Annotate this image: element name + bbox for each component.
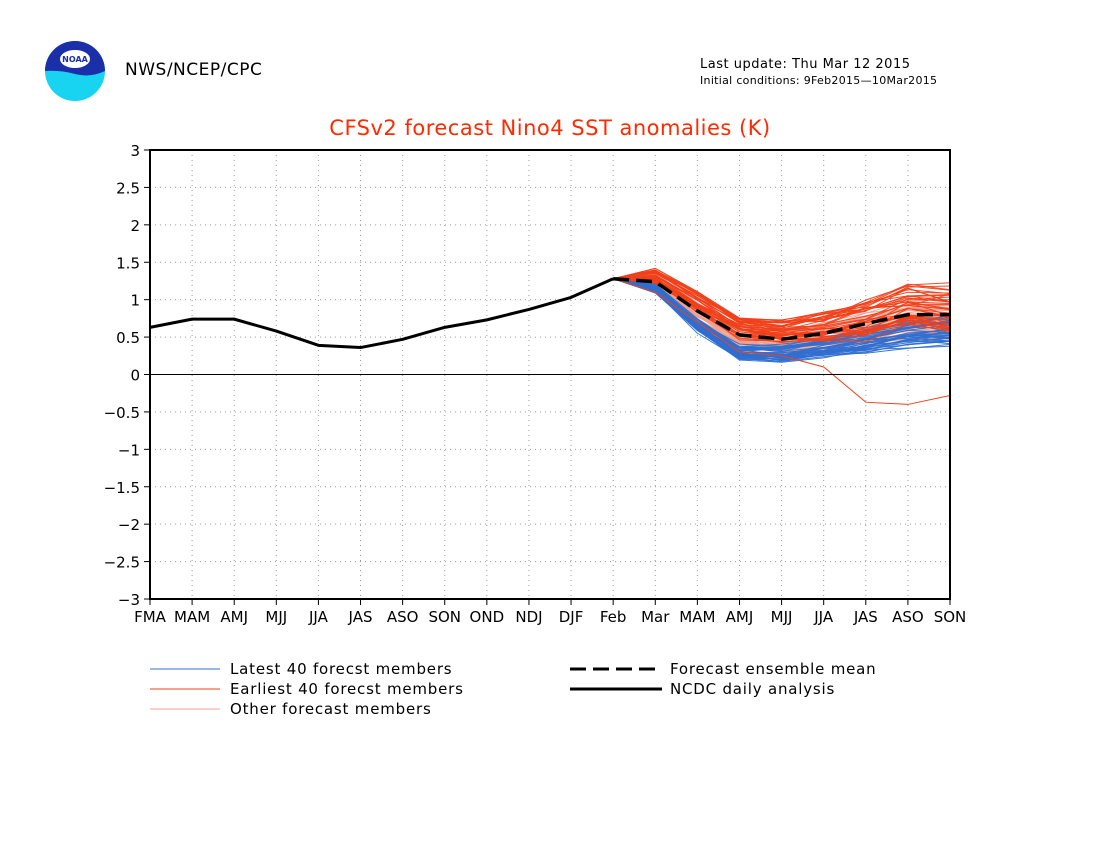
y-tick-label: −2.5 bbox=[104, 554, 140, 572]
latest-member-line bbox=[613, 278, 951, 361]
x-tick-label: ASO bbox=[387, 608, 419, 626]
x-tick-label: SON bbox=[934, 608, 967, 626]
x-tick-label: JAS bbox=[853, 608, 878, 626]
initial-conditions-text: Initial conditions: 9Feb2015—10Mar2015 bbox=[700, 74, 938, 87]
x-tick-label: FMA bbox=[134, 608, 167, 626]
x-tick-label: OND bbox=[470, 608, 505, 626]
x-tick-label: AMJ bbox=[220, 608, 248, 626]
last-update-text: Last update: Thu Mar 12 2015 bbox=[700, 57, 911, 72]
logo-text: NOAA bbox=[62, 55, 88, 64]
latest-member-line bbox=[613, 278, 951, 356]
x-tick-label: MAM bbox=[679, 608, 715, 626]
earliest-member-line bbox=[613, 274, 951, 331]
x-tick-label: JJA bbox=[308, 608, 329, 626]
x-tick-label: Mar bbox=[641, 608, 670, 626]
earliest-member-line bbox=[613, 276, 951, 337]
org-label: NWS/NCEP/CPC bbox=[125, 60, 263, 80]
y-tick-label: −0.5 bbox=[104, 404, 140, 422]
noaa-logo: NOAA bbox=[45, 41, 105, 101]
x-tick-label: DJF bbox=[559, 608, 584, 626]
y-tick-label: −2 bbox=[118, 516, 140, 534]
legend-latest-label: Latest 40 forecst members bbox=[230, 660, 453, 678]
y-tick-label: 0 bbox=[130, 367, 140, 385]
earliest-member-line bbox=[613, 270, 951, 324]
earliest-member-line bbox=[613, 278, 951, 405]
y-tick-labels: −3 −2.5 −2 −1.5 −1 −0.5 0 0.5 1 1.5 2 2.5 3 bbox=[104, 142, 140, 609]
chart-title: CFSv2 forecast Nino4 SST anomalies (K) bbox=[329, 116, 770, 140]
x-tick-label: MJJ bbox=[265, 608, 287, 626]
x-tick-label: JAS bbox=[348, 608, 373, 626]
legend-mean-label: Forecast ensemble mean bbox=[670, 660, 877, 678]
latest-member-line bbox=[613, 278, 951, 352]
x-tick-label: AMJ bbox=[726, 608, 754, 626]
earliest-member-line bbox=[613, 267, 951, 321]
x-tick-label: MJJ bbox=[771, 608, 793, 626]
mean-line bbox=[613, 276, 950, 342]
legend-analysis-label: NCDC daily analysis bbox=[670, 680, 836, 698]
x-tick-label: Feb bbox=[600, 608, 627, 626]
x-tick-label: JJA bbox=[813, 608, 834, 626]
x-tick-labels: FMA MAM AMJ MJJ JJA JAS ASO SON OND NDJ DJF Feb Mar M… bbox=[134, 608, 966, 626]
legend-other-label: Other forecast members bbox=[230, 700, 432, 718]
mean-series bbox=[613, 276, 950, 342]
y-tick-label: −1 bbox=[118, 441, 140, 459]
earliest-member-line bbox=[613, 272, 951, 324]
y-tick-label: 1.5 bbox=[116, 254, 140, 272]
latest-member-line bbox=[613, 278, 951, 359]
earliest-member-line bbox=[613, 270, 951, 328]
x-tick-label: ASO bbox=[892, 608, 924, 626]
x-tick-label: SON bbox=[428, 608, 461, 626]
y-tick-label: −3 bbox=[118, 591, 140, 609]
y-tick-label: −1.5 bbox=[104, 479, 140, 497]
axis-ticks bbox=[144, 149, 951, 605]
y-tick-label: 3 bbox=[130, 142, 140, 160]
x-tick-label: MAM bbox=[174, 608, 210, 626]
x-tick-label: NDJ bbox=[515, 608, 542, 626]
grid bbox=[150, 150, 950, 599]
y-tick-label: 1 bbox=[130, 292, 140, 310]
y-tick-label: 2.5 bbox=[116, 179, 140, 197]
y-tick-label: 2 bbox=[130, 217, 140, 235]
legend-earliest-label: Earliest 40 forecst members bbox=[230, 680, 464, 698]
analysis-series bbox=[149, 277, 614, 350]
analysis-line bbox=[149, 277, 614, 350]
y-tick-label: 0.5 bbox=[116, 329, 140, 347]
